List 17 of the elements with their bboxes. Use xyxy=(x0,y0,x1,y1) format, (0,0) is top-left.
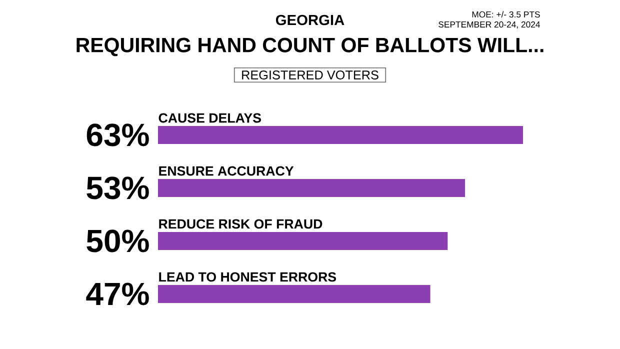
text: SEPTEMBER 20-24, 2024 xyxy=(438,21,540,29)
chart-subtitle: REQUIRING HAND COUNT OF BALLOTS WILL... xyxy=(76,38,544,56)
y-tick-label: REDUCE RISK OF FRAUD xyxy=(159,219,322,229)
data-label: 47% xyxy=(86,282,149,306)
data-label: 53% xyxy=(86,176,149,200)
chart-title: GEORGIA xyxy=(276,14,344,26)
bar xyxy=(158,126,523,144)
bar xyxy=(158,232,448,250)
text: REGISTERED VOTERS xyxy=(242,70,378,80)
text: MOE: +/- 3.5 PTS xyxy=(472,11,540,18)
data-label: 50% xyxy=(86,230,149,252)
data-label: 63% xyxy=(86,124,149,146)
bar xyxy=(158,284,430,303)
y-tick-label: LEAD TO HONEST ERRORS xyxy=(159,272,336,282)
y-tick-label: CAUSE DELAYS xyxy=(158,113,261,123)
y-tick-label: ENSURE ACCURACY xyxy=(159,166,294,176)
bar xyxy=(158,178,466,197)
